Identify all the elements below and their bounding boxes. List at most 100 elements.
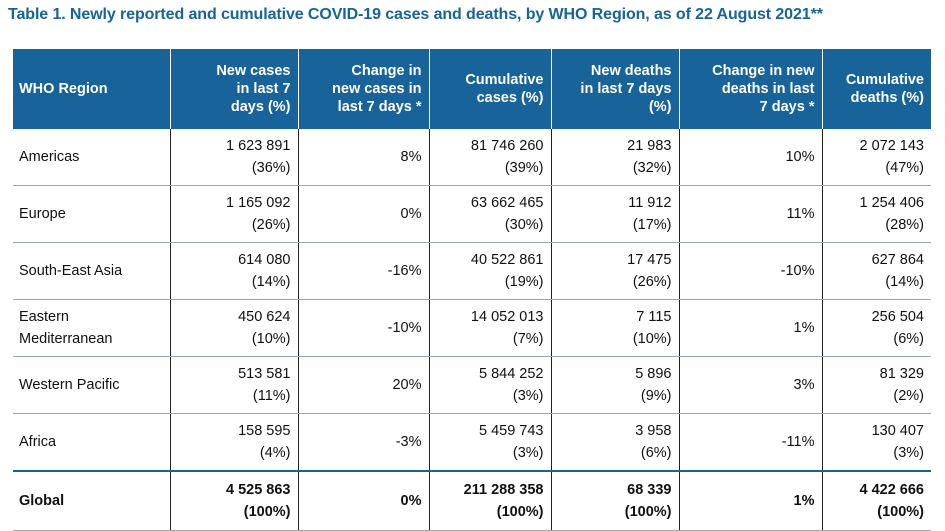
value: 81 329 bbox=[879, 366, 924, 382]
header-cumulative-deaths: Cumulative deaths (%) bbox=[822, 49, 931, 129]
value: 4 525 863 bbox=[225, 482, 291, 498]
cumulative-cases-cell: 5 459 743 (3%) bbox=[429, 413, 552, 472]
value: 1 623 891 bbox=[225, 138, 291, 154]
percent: (28%) bbox=[885, 217, 924, 233]
percent: (4%) bbox=[259, 445, 291, 461]
header-line: in last 7 bbox=[236, 81, 291, 97]
value: 211 288 358 bbox=[463, 482, 544, 498]
percent: (10%) bbox=[251, 331, 291, 347]
header-change-cases: Change in new cases in last 7 days * bbox=[298, 49, 430, 129]
cumulative-cases-cell: 40 522 861 (19%) bbox=[429, 242, 552, 300]
value: 7 115 bbox=[636, 309, 672, 325]
change-cases-cell: -10% bbox=[298, 299, 430, 357]
header-line: cases (%) bbox=[476, 90, 544, 106]
cumulative-cases-cell: 14 052 013 (7%) bbox=[429, 299, 552, 357]
value: 614 080 bbox=[238, 252, 291, 268]
percent: (3%) bbox=[512, 388, 544, 404]
table-row: Western Pacific 513 581 (11%) 20% 5 844 2… bbox=[13, 356, 931, 414]
new-cases-cell: 4 525 863 (100%) bbox=[170, 470, 299, 531]
value: 21 983 bbox=[627, 138, 672, 154]
cumulative-deaths-cell: 4 422 666 (100%) bbox=[822, 470, 931, 531]
cumulative-deaths-cell: 81 329 (2%) bbox=[822, 356, 931, 414]
region-cell: South-East Asia bbox=[13, 242, 171, 300]
cumulative-cases-cell: 211 288 358 (100%) bbox=[429, 470, 552, 531]
new-cases-cell: 450 624 (10%) bbox=[170, 299, 299, 357]
header-line: (%) bbox=[648, 99, 672, 115]
cumulative-deaths-cell: 627 864 (14%) bbox=[822, 242, 931, 300]
change-cases-cell: 0% bbox=[298, 185, 430, 243]
value: 4 422 666 bbox=[859, 482, 924, 498]
new-cases-cell: 614 080 (14%) bbox=[170, 242, 299, 300]
percent: (30%) bbox=[504, 217, 544, 233]
header-line: new cases in bbox=[332, 81, 422, 97]
change-deaths-cell: 3% bbox=[679, 356, 823, 414]
change-cases-cell: -16% bbox=[298, 242, 430, 300]
percent: (100%) bbox=[243, 504, 291, 520]
header-region: WHO Region bbox=[13, 49, 171, 129]
global-row: Global 4 525 863 (100%) 0% 211 288 358 (10… bbox=[13, 470, 931, 531]
percent: (26%) bbox=[632, 274, 672, 290]
value: 627 864 bbox=[871, 252, 924, 268]
table-row: Europe 1 165 092 (26%) 0% 63 662 465 (30%)… bbox=[13, 185, 931, 243]
region-cell: Europe bbox=[13, 185, 171, 243]
header-line: deaths (%) bbox=[850, 90, 924, 106]
percent: (11%) bbox=[252, 388, 291, 404]
percent: (3%) bbox=[893, 445, 924, 461]
change-cases-cell: 8% bbox=[298, 129, 430, 186]
percent: (39%) bbox=[504, 160, 544, 176]
change-deaths-cell: 10% bbox=[679, 129, 823, 186]
value: 5 459 743 bbox=[478, 423, 544, 439]
new-deaths-cell: 21 983 (32%) bbox=[551, 129, 680, 186]
region-cell: Western Pacific bbox=[13, 356, 171, 414]
cumulative-deaths-cell: 130 407 (3%) bbox=[822, 413, 931, 472]
value: 40 522 861 bbox=[470, 252, 544, 268]
new-cases-cell: 1 165 092 (26%) bbox=[170, 185, 299, 243]
header-line: last 7 days * bbox=[337, 99, 422, 115]
covid-table: WHO Region New cases in last 7 days (%) … bbox=[13, 49, 931, 531]
value: 513 581 bbox=[238, 366, 291, 382]
percent: (100%) bbox=[496, 504, 544, 520]
header-line: Cumulative bbox=[465, 72, 544, 88]
header-change-deaths: Change in new deaths in last 7 days * bbox=[679, 49, 823, 129]
header-row: WHO Region New cases in last 7 days (%) … bbox=[13, 49, 931, 129]
header-new-deaths: New deaths in last 7 days (%) bbox=[551, 49, 680, 129]
header-new-cases: New cases in last 7 days (%) bbox=[170, 49, 299, 129]
change-deaths-cell: 1% bbox=[679, 470, 823, 531]
percent: (9%) bbox=[640, 388, 672, 404]
value: 5 896 bbox=[635, 366, 672, 382]
region-cell: Global bbox=[13, 470, 171, 531]
value: 68 339 bbox=[627, 482, 672, 498]
percent: (47%) bbox=[885, 160, 924, 176]
cumulative-deaths-cell: 2 072 143 (47%) bbox=[822, 129, 931, 186]
region-cell: Africa bbox=[13, 413, 171, 472]
percent: (19%) bbox=[504, 274, 544, 290]
percent: (32%) bbox=[632, 160, 672, 176]
table-row: Americas 1 623 891 (36%) 8% 81 746 260 (39… bbox=[13, 129, 931, 186]
value: 17 475 bbox=[627, 252, 672, 268]
new-cases-cell: 158 595 (4%) bbox=[170, 413, 299, 472]
cumulative-cases-cell: 5 844 252 (3%) bbox=[429, 356, 552, 414]
percent: (2%) bbox=[893, 388, 924, 404]
value: 130 407 bbox=[871, 423, 924, 439]
new-cases-cell: 1 623 891 (36%) bbox=[170, 129, 299, 186]
table-title: Table 1. Newly reported and cumulative C… bbox=[8, 6, 823, 23]
percent: (100%) bbox=[624, 504, 672, 520]
percent: (26%) bbox=[251, 217, 291, 233]
percent: (14%) bbox=[251, 274, 291, 290]
new-deaths-cell: 5 896 (9%) bbox=[551, 356, 680, 414]
header-line: New cases bbox=[216, 63, 291, 79]
cumulative-deaths-cell: 256 504 (6%) bbox=[822, 299, 931, 357]
header-line: New deaths bbox=[590, 63, 672, 79]
header-cumulative-cases: Cumulative cases (%) bbox=[429, 49, 552, 129]
value: 256 504 bbox=[871, 309, 924, 325]
header-line: Change in new bbox=[712, 63, 815, 79]
new-deaths-cell: 68 339 (100%) bbox=[551, 470, 680, 531]
change-cases-cell: 0% bbox=[298, 470, 430, 531]
change-cases-cell: -3% bbox=[298, 413, 430, 472]
value: 81 746 260 bbox=[470, 138, 544, 154]
change-deaths-cell: 11% bbox=[679, 185, 823, 243]
cumulative-cases-cell: 63 662 465 (30%) bbox=[429, 185, 552, 243]
header-line: Cumulative bbox=[845, 72, 924, 88]
change-deaths-cell: -10% bbox=[679, 242, 823, 300]
new-deaths-cell: 3 958 (6%) bbox=[551, 413, 680, 472]
